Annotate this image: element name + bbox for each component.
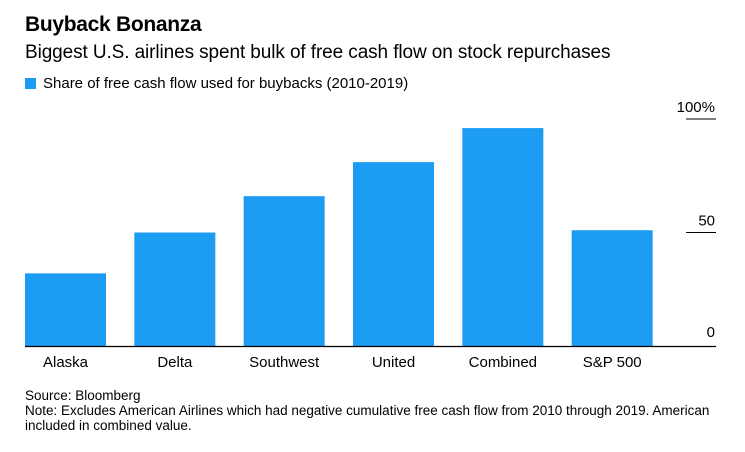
chart-title: Buyback Bonanza [25, 13, 202, 36]
y-tick-label: 100% [677, 99, 715, 116]
legend: Share of free cash flow used for buyback… [25, 75, 408, 92]
bar-combined [462, 128, 544, 346]
note-text: Note: Excludes American Airlines which h… [25, 403, 710, 433]
footer: Source: Bloomberg Note: Excludes America… [25, 388, 745, 433]
legend-swatch [25, 78, 36, 89]
bar-southwest [243, 196, 325, 346]
bar-delta [134, 232, 216, 346]
source-text: Source: Bloomberg [25, 388, 141, 403]
x-tick-label: S&P 500 [583, 354, 642, 371]
x-tick-label: United [372, 354, 415, 371]
gridlines [686, 118, 716, 233]
y-tick-label: 50 [698, 213, 715, 230]
x-tick-label: Alaska [43, 354, 89, 371]
bar-alaska [25, 273, 106, 346]
y-axis-labels: 0 50 100% [677, 99, 715, 341]
bar-united [353, 162, 434, 346]
x-tick-label: Southwest [249, 354, 320, 371]
y-tick-label: 0 [707, 324, 715, 341]
x-tick-label: Delta [157, 354, 193, 371]
x-axis-labels: Alaska Delta Southwest United Combined S&P 50… [43, 354, 642, 371]
bar-s-p-500 [571, 230, 653, 346]
legend-label: Share of free cash flow used for buyback… [43, 75, 409, 92]
x-tick-label: Combined [469, 354, 537, 371]
chart-subtitle: Biggest U.S. airlines spent bulk of free… [25, 42, 611, 63]
bars [25, 128, 653, 346]
